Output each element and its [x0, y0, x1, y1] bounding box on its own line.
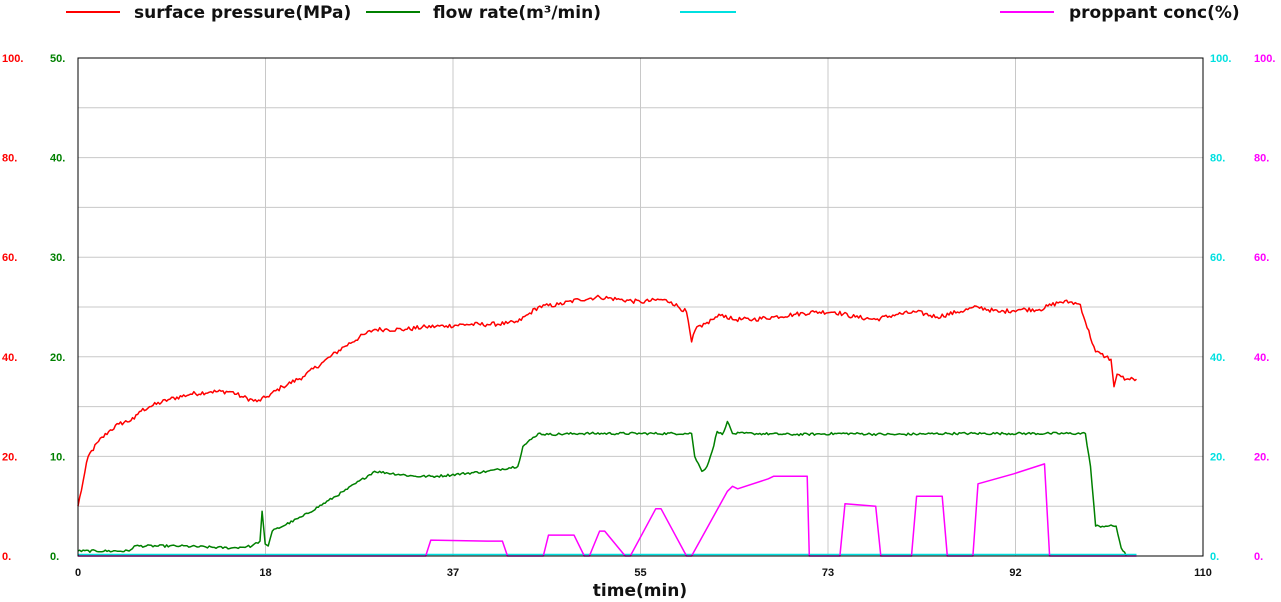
y-tick-label-conc: 80.: [1254, 153, 1269, 165]
y-tick-label-flow: 10.: [50, 451, 65, 463]
x-axis-label: time(min): [593, 581, 687, 601]
y-tick-label-pressure: 0.: [2, 551, 11, 563]
plot-frame: [77, 57, 1204, 557]
y-tick-label-cyan: 0.: [1210, 551, 1219, 563]
y-tick-label-conc: 40.: [1254, 352, 1269, 364]
y-tick-label-cyan: 60.: [1210, 252, 1225, 264]
x-tick-label: 92: [1009, 567, 1021, 579]
x-tick-label: 73: [822, 567, 834, 579]
y-tick-label-cyan: 20.: [1210, 451, 1225, 463]
legend: surface pressure(MPa) flow rate(m³/min) …: [66, 3, 1240, 23]
series-line-conc: [78, 463, 1137, 557]
y-tick-label-conc: 60.: [1254, 252, 1269, 264]
y-tick-label-cyan: 40.: [1210, 352, 1225, 364]
x-tick-label: 18: [259, 567, 271, 579]
legend-label-conc: proppant conc(%): [1069, 3, 1240, 23]
series-layer: [77, 294, 1137, 557]
y-tick-label-cyan: 100.: [1210, 53, 1231, 65]
y-tick-label-pressure: 60.: [2, 252, 17, 264]
series-line-pressure: [77, 294, 1137, 507]
y-tick-label-pressure: 100.: [2, 53, 23, 65]
x-tick-label: 55: [634, 567, 646, 579]
y-tick-label-pressure: 20.: [2, 451, 17, 463]
y-tick-label-pressure: 80.: [2, 153, 17, 165]
y-tick-label-flow: 50.: [50, 53, 65, 65]
x-tick-label: 37: [447, 567, 459, 579]
y-tick-label-flow: 20.: [50, 352, 65, 364]
x-tick-label: 0: [75, 567, 81, 579]
y-tick-label-conc: 100.: [1254, 53, 1275, 65]
axis-ticks: 0 18 37 55 73 92 110 0. 20. 40. 60. 80. 100. 0. 10. 20.…: [2, 53, 1275, 579]
y-tick-label-cyan: 80.: [1210, 153, 1225, 165]
y-tick-label-pressure: 40.: [2, 352, 17, 364]
y-tick-label-conc: 0.: [1254, 551, 1263, 563]
grid: [78, 58, 1203, 556]
legend-label-pressure: surface pressure(MPa): [134, 3, 351, 23]
y-tick-label-flow: 40.: [50, 153, 65, 165]
legend-label-flow: flow rate(m³/min): [433, 3, 601, 23]
y-tick-label-flow: 30.: [50, 252, 65, 264]
x-tick-label: 110: [1194, 567, 1212, 579]
y-tick-label-flow: 0.: [50, 551, 59, 563]
series-line-flow: [77, 420, 1127, 557]
y-tick-label-conc: 20.: [1254, 451, 1269, 463]
